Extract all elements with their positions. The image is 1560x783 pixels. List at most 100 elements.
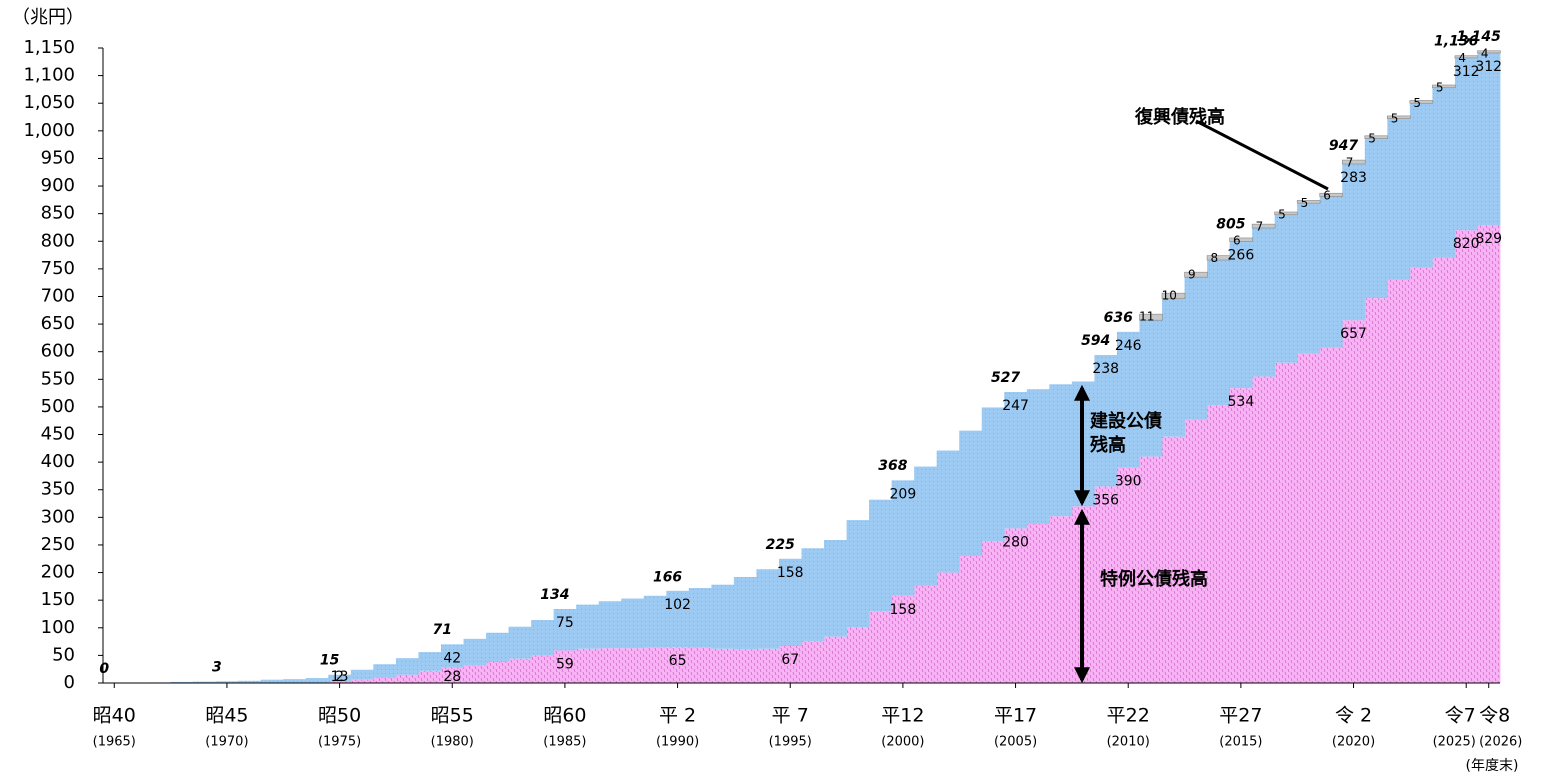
y-tick-label: 950 (41, 147, 75, 168)
bar-segment (869, 500, 892, 612)
bar-segment (1185, 420, 1208, 683)
y-tick-label: 350 (41, 479, 75, 500)
y-tick-label: 150 (41, 589, 75, 610)
bar-segment (734, 649, 757, 683)
y-tick-label: 450 (41, 424, 75, 445)
bar-segment (1275, 363, 1298, 683)
bar-segment (621, 648, 644, 683)
x-tick-sublabel: (2015) (1219, 735, 1262, 750)
total-label: 594 (1081, 333, 1110, 349)
y-tick-label: 1,100 (23, 65, 75, 86)
bar-segment (373, 677, 396, 683)
segment-label: 356 (1092, 492, 1119, 508)
bar-segment (1230, 388, 1253, 683)
total-label: 71 (433, 622, 452, 638)
y-tick-label: 600 (41, 341, 75, 362)
bar-segment (509, 627, 532, 659)
y-tick-label: 900 (41, 175, 75, 196)
bar-segment (644, 648, 667, 683)
x-tick-sublabel: (1965) (93, 735, 136, 750)
bar-segment (531, 620, 554, 655)
bar-segment (1320, 348, 1343, 683)
segment-label: 102 (664, 597, 691, 613)
x-tick-label: 平27 (1219, 705, 1262, 727)
bar-segment (1139, 320, 1162, 456)
bar-segment (1275, 215, 1298, 363)
y-tick-label: 300 (41, 506, 75, 527)
bar-segment (1049, 384, 1072, 516)
segment-label: 7 (1256, 220, 1264, 234)
bar-segment (1207, 260, 1230, 405)
annotation: 復興債残高 (1134, 106, 1225, 128)
y-tick-label: 800 (41, 230, 75, 251)
y-tick-label: 0 (64, 672, 75, 693)
x-tick-sublabel: (2026) (1479, 735, 1522, 750)
bar-segment (982, 541, 1005, 683)
pointer (1196, 121, 1328, 189)
total-label: 0 (99, 661, 109, 677)
bar-segment (847, 627, 870, 683)
segment-label: 4 (1458, 51, 1466, 65)
bar-segment (937, 451, 960, 573)
x-tick-sublabel: (1985) (543, 735, 586, 750)
bar-segment (373, 664, 396, 677)
bar-segment (1320, 197, 1343, 348)
x-unit: (年度末) (1466, 758, 1519, 774)
y-tick-label: 200 (41, 562, 75, 583)
bar-segment (937, 573, 960, 683)
x-tick-label: 令 2 (1335, 705, 1372, 727)
segment-label: 5 (1301, 196, 1309, 210)
y-tick-label: 750 (41, 258, 75, 279)
bar-segment (711, 649, 734, 683)
segment-label: 5 (1436, 80, 1444, 94)
bar-segment (283, 679, 306, 683)
bar-segment (914, 586, 937, 683)
segment-label: 247 (1002, 398, 1029, 414)
x-tick-label: 昭40 (93, 705, 136, 727)
segment-label: 158 (890, 602, 917, 618)
total-label: 947 (1329, 138, 1358, 154)
total-label: 225 (766, 537, 795, 553)
segment-label: 657 (1340, 326, 1367, 342)
segment-label: 283 (1340, 170, 1367, 186)
segment-label: 238 (1092, 361, 1119, 377)
segment-label: 266 (1228, 247, 1255, 263)
y-tick-label: 850 (41, 203, 75, 224)
x-tick-label: 昭50 (318, 705, 361, 727)
segment-label: 5 (1368, 131, 1376, 145)
segment-label: 534 (1228, 394, 1255, 410)
x-tick-sublabel: (2025) (1433, 735, 1476, 750)
segment-label: 59 (556, 656, 574, 672)
bar-segment (1455, 58, 1478, 230)
bar-segment (1027, 524, 1050, 683)
segment-label: 67 (781, 652, 799, 668)
bar-segment (351, 670, 374, 680)
annotation-line: 建設公債 (1090, 410, 1162, 432)
segment-label: 75 (556, 615, 574, 631)
bar-segment (1365, 139, 1388, 299)
x-tick-label: 平12 (881, 705, 924, 727)
bar-segment (464, 639, 487, 666)
bar-segment (824, 637, 847, 683)
bar-segment (1252, 377, 1275, 683)
total-label: 1,145 (1457, 29, 1502, 45)
bar-segment (1207, 405, 1230, 683)
x-tick-label: 昭55 (431, 705, 474, 727)
segment-label: 4 (1481, 46, 1489, 60)
bar-segment (486, 662, 509, 683)
bar-segment (1162, 437, 1185, 683)
segment-label: 9 (1188, 268, 1196, 282)
bar-segment (396, 658, 419, 675)
segment-label: 6 (1233, 233, 1241, 247)
x-tick-label: 昭60 (543, 705, 586, 727)
y-tick-label: 400 (41, 451, 75, 472)
y-tick-label: 1,150 (23, 37, 75, 58)
x-tick-sublabel: (1975) (318, 735, 361, 750)
y-tick-label: 650 (41, 313, 75, 334)
bar-segment (464, 665, 487, 683)
total-label: 636 (1104, 310, 1133, 326)
bar-segment (1162, 299, 1185, 437)
segment-label: 5 (1391, 111, 1399, 125)
